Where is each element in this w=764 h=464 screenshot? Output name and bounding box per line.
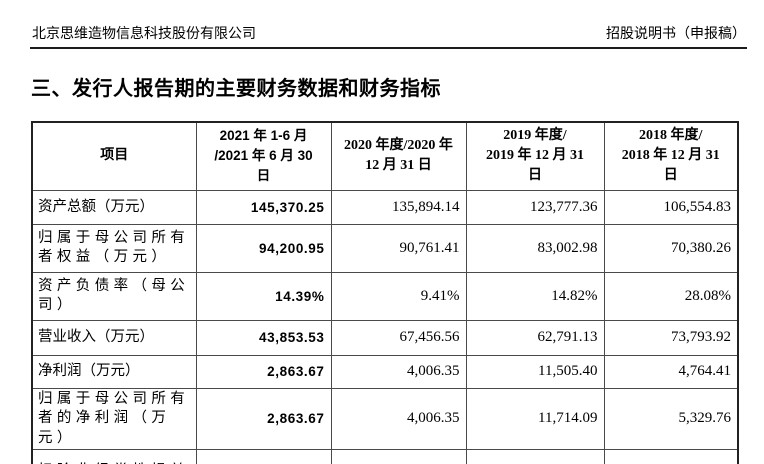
value-cell bbox=[195, 449, 332, 464]
value-cell: 2,863.67 bbox=[195, 354, 332, 389]
value-cell: 83,002.98 bbox=[465, 223, 605, 273]
row-label: 资产总额（万元） bbox=[31, 189, 197, 225]
table-row: 资产负债率（母公司） 14.39% 9.41% 14.82% 28.08% bbox=[31, 271, 739, 321]
value-cell: 11,714.09 bbox=[465, 387, 605, 450]
table-row: 净利润（万元） 2,863.67 4,006.35 11,505.40 4,76… bbox=[31, 354, 739, 389]
column-header-2018: 2018 年度/ 2018 年 12 月 31 日 bbox=[603, 121, 739, 191]
row-label: 资产负债率（母公司） bbox=[31, 271, 197, 321]
row-label: 净利润（万元） bbox=[31, 354, 197, 389]
value-cell: 73,793.92 bbox=[603, 319, 739, 356]
value-cell: 106,554.83 bbox=[603, 189, 739, 225]
value-cell: 4,764.41 bbox=[603, 354, 739, 389]
row-label: 归属于母公司所有者的净利润（万元） bbox=[31, 387, 197, 450]
document-type: 招股说明书（申报稿） bbox=[606, 27, 746, 42]
value-cell: 62,791.13 bbox=[465, 319, 605, 356]
row-label: 营业收入（万元） bbox=[31, 319, 197, 356]
table-row: 归属于母公司所有者的净利润（万元） 2,863.67 4,006.35 11,7… bbox=[31, 387, 739, 450]
column-header-2019: 2019 年度/ 2019 年 12 月 31 日 bbox=[465, 121, 605, 191]
value-cell: 11,505.40 bbox=[465, 354, 605, 389]
table-row: 营业收入（万元） 43,853.53 67,456.56 62,791.13 7… bbox=[31, 319, 739, 356]
section-title: 三、发行人报告期的主要财务数据和财务指标 bbox=[31, 78, 441, 100]
value-cell bbox=[603, 449, 739, 464]
value-cell: 70,380.26 bbox=[603, 223, 739, 273]
row-label: 扣除非经常性损益 bbox=[31, 449, 197, 464]
value-cell: 14.39% bbox=[195, 271, 332, 321]
table-row-partial: 扣除非经常性损益 bbox=[31, 449, 739, 464]
value-cell: 4,006.35 bbox=[330, 387, 467, 450]
value-cell: 4,006.35 bbox=[330, 354, 467, 389]
value-cell: 135,894.14 bbox=[330, 189, 467, 225]
value-cell: 2,863.67 bbox=[195, 387, 332, 450]
value-cell bbox=[465, 449, 605, 464]
header-divider bbox=[30, 47, 747, 49]
row-label: 归属于母公司所有者权益（万元） bbox=[31, 223, 197, 273]
value-cell: 90,761.41 bbox=[330, 223, 467, 273]
table-row: 资产总额（万元） 145,370.25 135,894.14 123,777.3… bbox=[31, 189, 739, 225]
financial-table: 项目 2021 年 1-6 月 /2021 年 6 月 30 日 2020 年度… bbox=[31, 121, 739, 464]
value-cell: 145,370.25 bbox=[195, 189, 332, 225]
value-cell: 9.41% bbox=[330, 271, 467, 321]
value-cell: 67,456.56 bbox=[330, 319, 467, 356]
column-header-2020: 2020 年度/2020 年 12 月 31 日 bbox=[330, 121, 467, 191]
value-cell: 94,200.95 bbox=[195, 223, 332, 273]
value-cell: 43,853.53 bbox=[195, 319, 332, 356]
table-header-row: 项目 2021 年 1-6 月 /2021 年 6 月 30 日 2020 年度… bbox=[31, 121, 739, 191]
value-cell: 123,777.36 bbox=[465, 189, 605, 225]
company-name: 北京思维造物信息科技股份有限公司 bbox=[32, 27, 256, 42]
value-cell: 28.08% bbox=[603, 271, 739, 321]
value-cell: 14.82% bbox=[465, 271, 605, 321]
column-header-2021: 2021 年 1-6 月 /2021 年 6 月 30 日 bbox=[195, 121, 332, 191]
value-cell bbox=[330, 449, 467, 464]
value-cell: 5,329.76 bbox=[603, 387, 739, 450]
column-header-item: 项目 bbox=[31, 121, 197, 191]
document-running-header: 北京思维造物信息科技股份有限公司 招股说明书（申报稿） bbox=[32, 26, 746, 44]
table-row: 归属于母公司所有者权益（万元） 94,200.95 90,761.41 83,0… bbox=[31, 223, 739, 273]
